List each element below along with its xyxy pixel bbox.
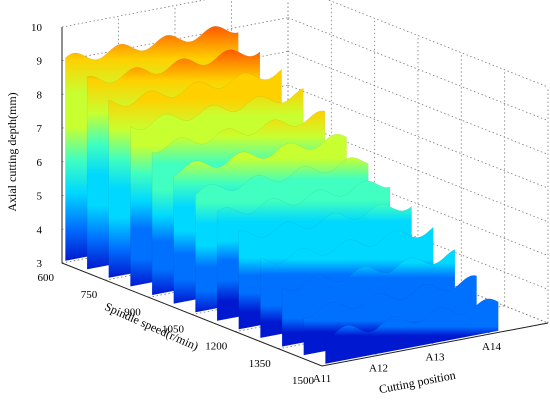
y-axis-label: Spindle speed(r/min)	[103, 299, 201, 353]
z-tick-label: 3	[37, 258, 43, 270]
z-tick-label: 5	[37, 191, 43, 203]
y-tick-label: 1350	[249, 358, 272, 370]
x-axis-ticks: A11A12A13A14A15	[313, 341, 502, 385]
z-tick-label: 6	[37, 157, 43, 169]
axis-frame	[61, 27, 549, 367]
z-axis-label: Axial cutting depth(mm)	[5, 92, 19, 211]
z-tick-label: 4	[37, 224, 43, 236]
x-tick-label: A11	[313, 373, 332, 385]
x-axis-label: Cutting position	[378, 368, 457, 397]
y-tick-label: 900	[124, 306, 141, 318]
z-tick-label: 10	[31, 22, 43, 34]
x-tick-label: A12	[369, 362, 388, 374]
y-tick-label: 600	[38, 272, 55, 284]
y-tick-label: 750	[81, 289, 98, 301]
z-tick-label: 8	[37, 89, 43, 101]
y-tick-label: 1050	[162, 324, 185, 336]
y-tick-label: 1200	[205, 341, 228, 353]
y-tick-label: 1500	[292, 375, 315, 387]
surface-ridge	[325, 298, 499, 364]
z-tick-label: 9	[37, 56, 43, 68]
x-tick-label: A14	[482, 341, 501, 353]
y-axis-ticks: 600 750 900 1050 1200 1350 1500	[38, 272, 315, 387]
z-tick-label: 7	[37, 123, 43, 135]
surface-plot	[65, 26, 499, 364]
z-axis-ticks: 3 4 5 6 7 8 9 10	[31, 22, 43, 270]
x-tick-label: A13	[426, 352, 445, 364]
